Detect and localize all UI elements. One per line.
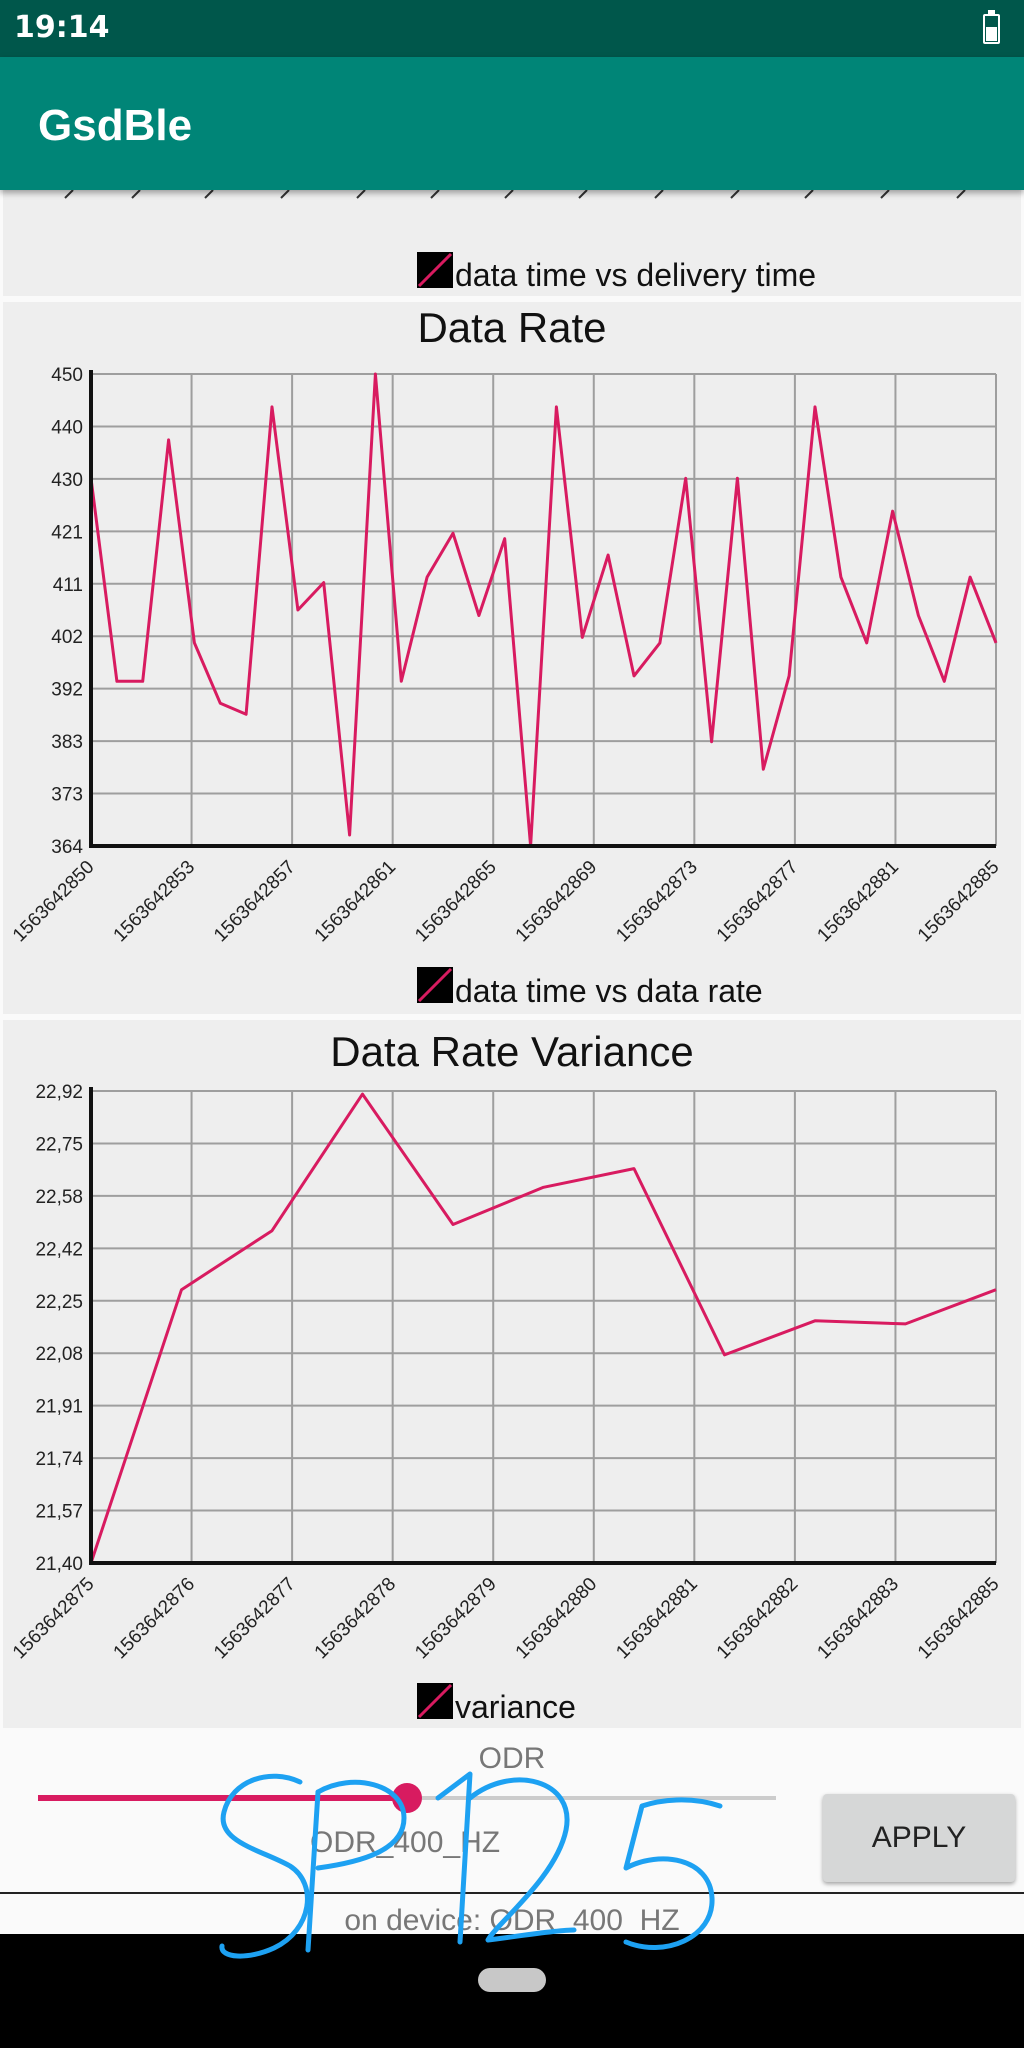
y-tick-label: 440 bbox=[51, 417, 83, 438]
y-tick-label: 22,75 bbox=[35, 1134, 83, 1155]
chart-title: Data Rate Variance bbox=[330, 1028, 693, 1075]
x-tick-label: 1563642869 bbox=[512, 857, 602, 947]
y-tick-label: 450 bbox=[51, 365, 83, 386]
y-tick-label: 22,25 bbox=[35, 1292, 83, 1313]
app-title: GsdBle bbox=[38, 101, 193, 150]
divider bbox=[0, 1892, 1024, 1894]
x-tick-label: 1563642880 bbox=[512, 1574, 602, 1664]
x-tick-label: 1563642879 bbox=[411, 1574, 501, 1664]
variance-chart: Data Rate Variance 22,92 22,75 22,58 22,42 2… bbox=[3, 1020, 1021, 1728]
battery-icon bbox=[983, 10, 1000, 44]
chart-title: Data Rate bbox=[417, 304, 606, 351]
x-tick-label: 1563642876 bbox=[110, 1574, 200, 1664]
home-pill-icon[interactable] bbox=[478, 1968, 546, 1992]
x-tick-label: 1563642857 bbox=[210, 857, 300, 947]
app-bar: GsdBle bbox=[0, 57, 1024, 190]
y-tick-label: 22,92 bbox=[35, 1082, 83, 1103]
status-time: 19:14 bbox=[14, 10, 110, 45]
y-tick-label: 364 bbox=[51, 837, 83, 858]
series-line bbox=[89, 372, 998, 848]
y-tick-label: 430 bbox=[51, 470, 83, 491]
legend-label: data time vs delivery time bbox=[455, 257, 816, 293]
x-tick-label: 1563642881 bbox=[612, 1574, 702, 1664]
x-tick-label: 1563642853 bbox=[110, 857, 200, 947]
slider-thumb[interactable] bbox=[392, 1783, 422, 1813]
x-tick-label: 1563642861 bbox=[311, 857, 401, 947]
y-tick-label: 21,74 bbox=[35, 1449, 83, 1470]
y-tick-label: 373 bbox=[51, 785, 83, 806]
slider-fill bbox=[38, 1795, 407, 1801]
x-tick-label: 1563642875 bbox=[9, 1574, 99, 1664]
legend-swatch-icon bbox=[417, 967, 453, 1003]
y-tick-label: 22,08 bbox=[35, 1344, 83, 1365]
y-tick-label: 22,58 bbox=[35, 1187, 83, 1208]
x-tick-label: 1563642873 bbox=[612, 857, 702, 947]
data-rate-chart-svg: Data Rate 450 440 430 421 411 402 392 383 373 364… bbox=[9, 304, 1004, 1009]
x-tick-label: 1563642882 bbox=[713, 1574, 803, 1664]
legend-swatch-icon bbox=[417, 252, 453, 288]
x-tick-label: 1563642877 bbox=[713, 857, 803, 947]
y-tick-label: 22,42 bbox=[35, 1239, 83, 1260]
y-tick-label: 21,40 bbox=[35, 1554, 83, 1575]
y-tick-label: 21,91 bbox=[35, 1397, 83, 1418]
x-tick-label: 1563642878 bbox=[311, 1574, 401, 1664]
x-tick-label: 1563642885 bbox=[914, 1574, 1004, 1664]
y-tick-label: 411 bbox=[53, 575, 83, 596]
odr-value: ODR_400_HZ bbox=[310, 1826, 501, 1859]
delivery-time-chart: data time vs delivery time bbox=[3, 189, 1021, 296]
delivery-time-chart-svg: data time vs delivery time bbox=[64, 189, 966, 293]
odr-label: ODR bbox=[478, 1742, 546, 1775]
odr-slider[interactable] bbox=[38, 1780, 776, 1816]
legend-label: data time vs data rate bbox=[455, 973, 763, 1009]
series-line bbox=[89, 1092, 997, 1564]
y-tick-label: 392 bbox=[51, 680, 83, 701]
x-tick-label: 1563642885 bbox=[914, 857, 1004, 947]
legend-swatch-icon bbox=[417, 1683, 453, 1719]
legend-label: variance bbox=[455, 1689, 576, 1725]
y-tick-label: 383 bbox=[51, 732, 83, 753]
y-tick-label: 402 bbox=[51, 627, 83, 648]
x-tick-label: 1563642881 bbox=[813, 857, 903, 947]
x-tick-label: 1563642877 bbox=[210, 1574, 300, 1664]
y-tick-label: 21,57 bbox=[35, 1502, 83, 1523]
x-tick-label: 1563642883 bbox=[813, 1574, 903, 1664]
x-tick-label: 1563642850 bbox=[9, 857, 99, 947]
x-tick-label: 1563642865 bbox=[411, 857, 501, 947]
status-bar: 19:14 bbox=[0, 0, 1024, 57]
navigation-bar bbox=[0, 1934, 1024, 2048]
y-tick-label: 421 bbox=[51, 522, 83, 543]
apply-button[interactable]: APPLY bbox=[823, 1794, 1015, 1882]
variance-chart-svg: Data Rate Variance 22,92 22,75 22,58 22,42 2… bbox=[9, 1028, 1004, 1725]
data-rate-chart: Data Rate 450 440 430 421 411 402 392 383 373 364… bbox=[3, 302, 1021, 1014]
device-odr-text: on device: ODR_400_HZ bbox=[344, 1904, 680, 1937]
